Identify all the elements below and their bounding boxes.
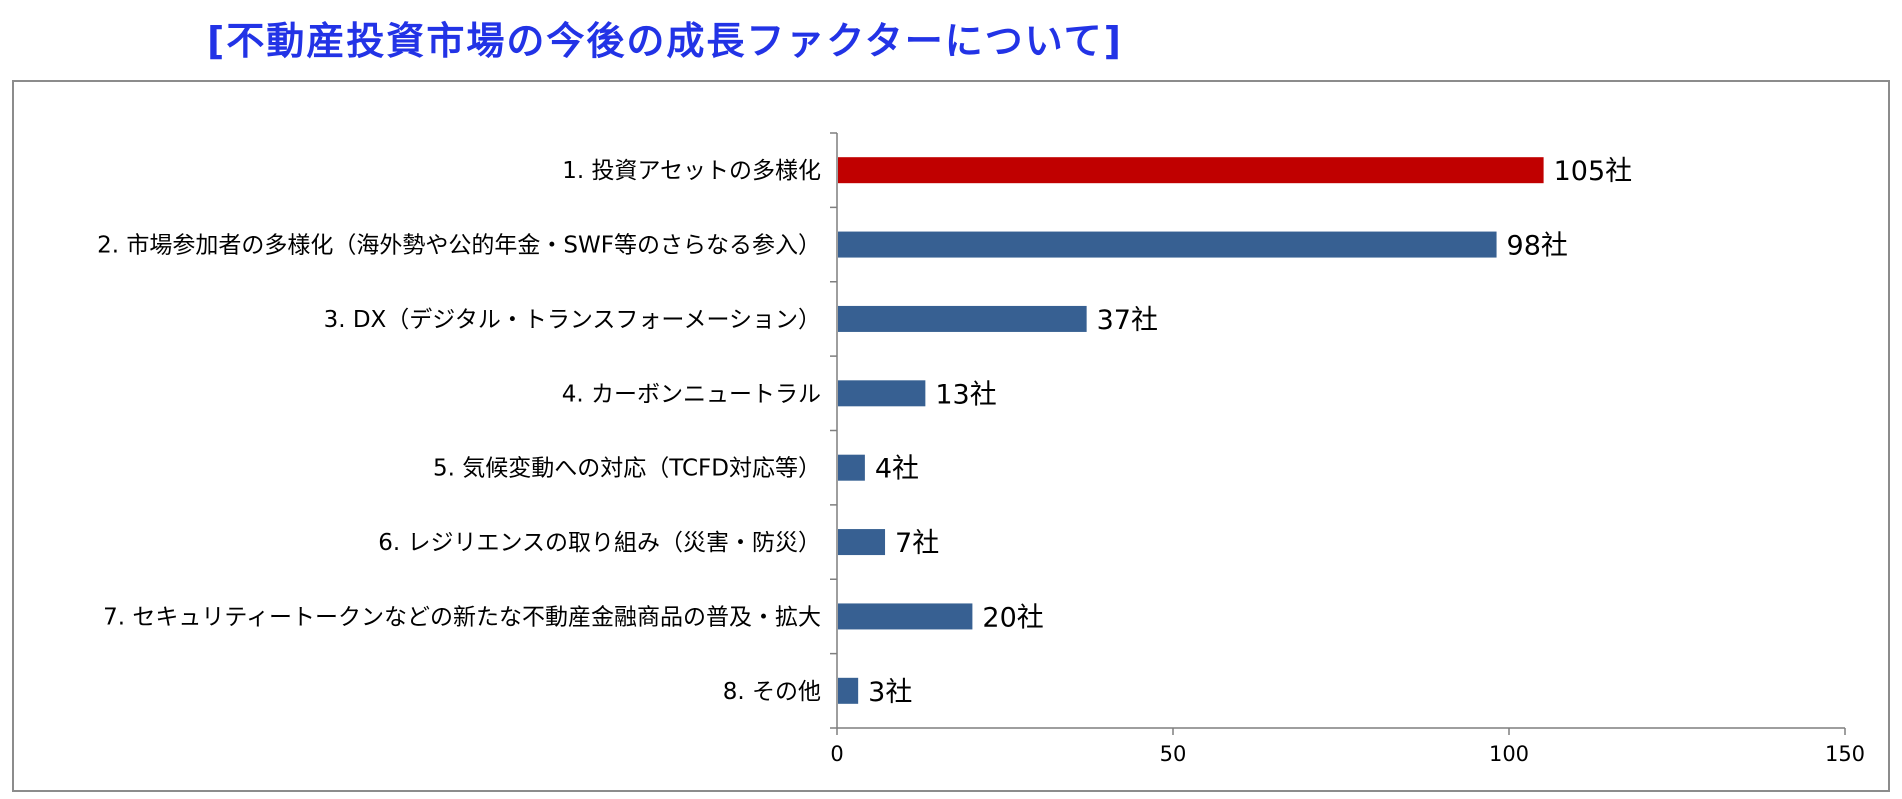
- bar-3: [838, 305, 1087, 332]
- data-label: 13社: [935, 379, 996, 410]
- x-tick-label: 150: [1825, 742, 1865, 766]
- x-tick-label: 0: [830, 742, 843, 766]
- category-label: 5. 気候変動への対応（TCFD対応等）: [433, 456, 821, 482]
- category-label: 3. DX（デジタル・トランスフォーメーション）: [324, 307, 821, 333]
- category-label: 1. 投資アセットの多様化: [562, 158, 821, 184]
- data-label: 20社: [982, 602, 1043, 633]
- chart-frame: [12, 80, 1890, 792]
- category-label: 7. セキュリティートークンなどの新たな不動産金融商品の普及・拡大: [103, 604, 821, 630]
- data-label: 37社: [1097, 305, 1158, 336]
- category-label: 4. カーボンニュートラル: [562, 381, 821, 407]
- x-tick-label: 100: [1489, 742, 1529, 766]
- category-label: 2. 市場参加者の多様化（海外勢や公的年金・SWF等のさらなる参入）: [97, 233, 821, 259]
- data-label: 98社: [1507, 231, 1568, 262]
- data-label: 7社: [895, 528, 939, 559]
- data-label: 105社: [1554, 156, 1633, 187]
- bar-6: [838, 529, 886, 556]
- x-tick-label: 50: [1160, 742, 1187, 766]
- data-label: 4社: [875, 454, 919, 485]
- category-label: 6. レジリエンスの取り組み（災害・防災）: [378, 530, 821, 556]
- bar-4: [838, 380, 926, 407]
- category-label: 8. その他: [723, 679, 821, 705]
- bar-2: [838, 231, 1497, 258]
- bar-1: [838, 157, 1544, 184]
- bar-8: [838, 677, 859, 704]
- bar-7: [838, 603, 973, 630]
- chart-title: [不動産投資市場の今後の成長ファクターについて]: [206, 19, 1124, 63]
- data-label: 3社: [868, 677, 912, 708]
- bar-5: [838, 454, 865, 481]
